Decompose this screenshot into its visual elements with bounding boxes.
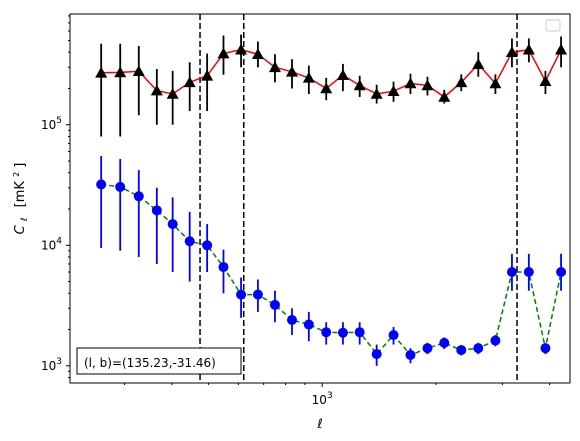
- data-point: [133, 191, 144, 202]
- data-point: [218, 262, 229, 273]
- data-point: [422, 343, 433, 354]
- data-point: [473, 343, 484, 354]
- series-triangles: [95, 34, 568, 137]
- data-point: [303, 319, 314, 330]
- y-axis-label-sub: ℓ: [20, 217, 30, 222]
- data-point: [202, 240, 213, 251]
- y-tick-label: 103: [41, 357, 62, 373]
- data-point: [167, 219, 178, 230]
- data-point: [201, 69, 214, 81]
- plot-area: [95, 14, 568, 383]
- data-point: [438, 90, 451, 102]
- data-point: [472, 58, 485, 70]
- data-point: [166, 88, 179, 99]
- data-point: [523, 267, 534, 278]
- data-point: [302, 71, 315, 83]
- data-point: [114, 66, 127, 78]
- data-point: [387, 85, 400, 96]
- data-point: [506, 267, 517, 278]
- data-point: [235, 43, 248, 55]
- series-line: [101, 183, 562, 356]
- series-circles: [96, 156, 567, 366]
- data-point: [184, 236, 195, 247]
- y-tick-label-exp: 3: [56, 357, 62, 367]
- data-point: [490, 335, 501, 346]
- plot-clip-group: [95, 14, 568, 383]
- data-point: [217, 47, 230, 59]
- data-point: [404, 77, 417, 89]
- y-axis-label-unit-sup: 2: [12, 172, 21, 177]
- data-point: [405, 349, 416, 360]
- y-tick-label: 104: [41, 236, 62, 252]
- x-tick-label: 103: [312, 391, 333, 407]
- data-point: [268, 61, 281, 73]
- y-tick-label-exp: 4: [56, 236, 62, 246]
- y-tick-label-base: 10: [41, 238, 56, 252]
- data-point: [353, 79, 366, 91]
- data-point: [337, 327, 348, 338]
- x-tick-label-base: 10: [312, 393, 327, 407]
- annotation-box: [76, 347, 242, 375]
- data-point: [456, 345, 467, 356]
- annotation-text: (l, b)=(135.23,-31.46): [84, 356, 216, 370]
- data-point: [236, 289, 247, 300]
- y-axis-label: C ℓ [mK 2 ]: [8, 163, 31, 235]
- data-point: [286, 314, 297, 325]
- legend-box: [545, 19, 561, 32]
- data-point: [540, 343, 551, 354]
- data-point: [455, 76, 468, 88]
- x-axis-label: ℓ: [316, 417, 322, 432]
- data-point: [251, 48, 264, 60]
- y-axis-label-main: C: [13, 224, 28, 234]
- data-point: [150, 84, 163, 96]
- y-tick-label-base: 10: [41, 118, 56, 132]
- data-point: [556, 267, 567, 278]
- data-point: [539, 75, 552, 86]
- y-axis-label-unit: [mK: [13, 181, 28, 208]
- data-point: [252, 289, 263, 300]
- axes-frame: [69, 13, 571, 384]
- data-point: [421, 79, 434, 91]
- y-tick-label-base: 10: [41, 359, 56, 373]
- data-point: [336, 69, 349, 80]
- series-line: [101, 48, 562, 98]
- y-tick-label-exp: 5: [56, 116, 62, 126]
- data-point: [354, 327, 365, 338]
- overlay: (l, b)=(135.23,-31.46): [76, 19, 561, 375]
- data-point: [96, 179, 107, 190]
- data-point: [505, 46, 518, 58]
- data-point: [370, 88, 383, 99]
- data-point: [95, 66, 108, 78]
- data-point: [320, 82, 333, 94]
- data-point: [132, 65, 145, 77]
- x-tick-label-exp: 3: [327, 391, 333, 401]
- data-point: [555, 43, 568, 55]
- data-point: [151, 205, 162, 216]
- data-point: [489, 77, 502, 89]
- data-point: [439, 337, 450, 348]
- data-point: [371, 349, 382, 360]
- data-point: [522, 43, 535, 55]
- data-point: [115, 181, 126, 192]
- data-point: [388, 330, 399, 341]
- data-point: [183, 76, 196, 88]
- y-tick-label: 105: [41, 116, 62, 132]
- data-point: [269, 299, 280, 310]
- data-point: [321, 327, 332, 338]
- y-axis-label-unit-close: ]: [13, 163, 28, 168]
- data-point: [285, 65, 298, 77]
